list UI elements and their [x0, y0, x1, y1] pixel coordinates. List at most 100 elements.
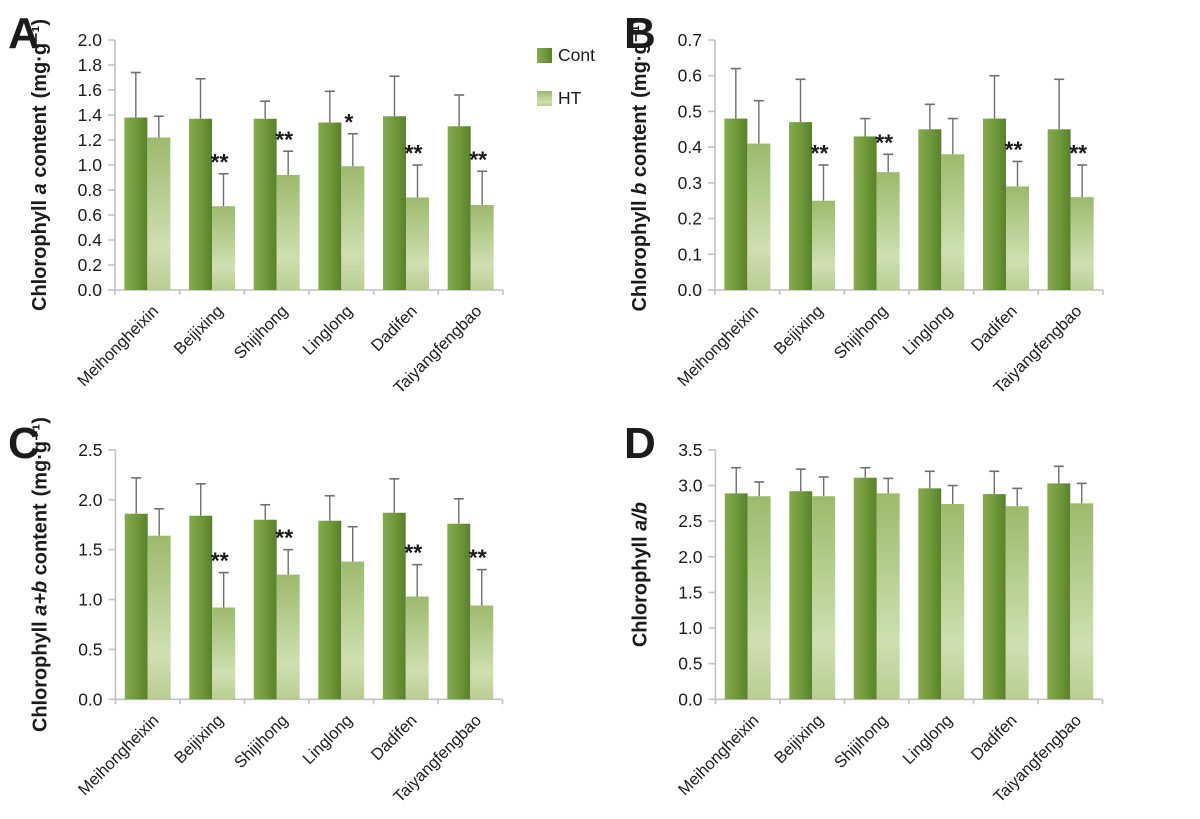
- bar-ht-beijixing: [212, 607, 236, 700]
- category-label-meihongheixin: Meihongheixin: [75, 711, 163, 799]
- y-tick-label: 1.8: [78, 55, 102, 75]
- category-label-shijihong: Shijihong: [231, 711, 292, 772]
- bar-ht-shijihong: [276, 574, 300, 700]
- bar-ht-beijixing: [812, 200, 835, 290]
- significance-marker-beijixing: **: [211, 548, 229, 574]
- bar-ht-meihongheixin: [147, 137, 171, 290]
- category-label-meihongheixin: Meihongheixin: [675, 711, 763, 799]
- bar-ht-taiyangfengbao: [1070, 503, 1094, 700]
- bar-ht-taiyangfengbao: [470, 205, 494, 290]
- bar-cont-taiyangfengbao: [1047, 483, 1071, 700]
- category-label-meihongheixin: Meihongheixin: [674, 302, 762, 390]
- bar-ht-taiyangfengbao: [1070, 197, 1094, 290]
- bar-ht-dadifen: [1005, 506, 1029, 700]
- y-axis-title: Chlorophyll a content(mg·g⁻¹): [29, 19, 51, 311]
- y-tick-label: 0.2: [678, 209, 702, 229]
- bar-cont-beijixing: [189, 515, 213, 700]
- bar-cont-meihongheixin: [724, 493, 748, 700]
- y-tick-label: 3.5: [678, 440, 702, 460]
- bar-ht-shijihong: [876, 493, 900, 700]
- bar-cont-shijihong: [853, 136, 877, 290]
- bar-cont-beijixing: [189, 118, 212, 290]
- y-tick-label: 0.5: [78, 639, 102, 659]
- bar-ht-dadifen: [406, 197, 429, 290]
- significance-marker-taiyangfengbao: **: [469, 545, 487, 571]
- bar-cont-dadifen: [383, 116, 406, 290]
- bar-ht-shijihong: [876, 172, 900, 290]
- chart-chlorophyll-a-b-ratio: 0.0 0.5 1.0 1.5 2.0 2.5 3.0 3.5 Chlorophyll a/b M…: [630, 440, 1104, 806]
- significance-marker-dadifen: **: [1005, 136, 1023, 162]
- bar-cont-meihongheixin: [124, 117, 148, 290]
- legend-swatch-cont-icon: [537, 48, 552, 63]
- bar-ht-linglong: [341, 166, 365, 290]
- chart-chlorophyll-a-content: 0.0 0.2 0.4 0.6 0.8 1.0 1.2 1.4 1.6 1.8 2.0 Chlorop…: [29, 19, 595, 397]
- y-tick-label: 0.3: [678, 173, 702, 193]
- bar-cont-meihongheixin: [124, 513, 148, 700]
- bar-cont-linglong: [318, 520, 342, 700]
- y-tick-label: 0.0: [678, 280, 703, 300]
- bar-ht-shijihong: [276, 175, 300, 290]
- significance-marker-beijixing: **: [811, 140, 829, 166]
- panel-c: C 0.0 0.5 1.0 1.5 2.0 2.5 Chlorophyll a+b cont…: [0, 410, 600, 819]
- significance-marker-taiyangfengbao: **: [469, 146, 487, 172]
- bar-cont-taiyangfengbao: [1047, 129, 1071, 290]
- y-tick-label: 0.5: [678, 101, 702, 121]
- y-tick-label: 1.5: [678, 582, 702, 602]
- bar-cont-meihongheixin: [724, 118, 748, 290]
- chart-chlorophyll-b-content: 0.0 0.1 0.2 0.3 0.4 0.5 0.6 0.7 Chlorophyll b co…: [629, 18, 1104, 397]
- panel-b: B 0.0 0.1 0.2 0.3 0.4 0.5 0.6 0.7 Chlorophyll b …: [600, 0, 1200, 410]
- category-label-linglong: Linglong: [899, 302, 956, 359]
- y-tick-label: 1.4: [78, 105, 103, 125]
- category-label-linglong: Linglong: [299, 711, 356, 768]
- bar-cont-linglong: [918, 129, 942, 290]
- y-tick-label: 0.0: [678, 689, 703, 709]
- y-tick-label: 1.0: [78, 590, 103, 610]
- significance-marker-shijihong: **: [275, 525, 293, 551]
- y-tick-label: 0.6: [78, 205, 102, 225]
- y-tick-label: 0.0: [78, 689, 103, 709]
- significance-marker-beijixing: **: [211, 149, 229, 175]
- bar-ht-linglong: [941, 504, 965, 700]
- significance-marker-dadifen: **: [405, 140, 423, 166]
- bar-cont-linglong: [918, 488, 942, 700]
- y-tick-label: 1.5: [78, 540, 102, 560]
- y-tick-label: 2.0: [678, 547, 703, 567]
- category-label-linglong: Linglong: [299, 302, 356, 359]
- y-tick-label: 0.4: [678, 137, 703, 157]
- panel-d: D 0.0 0.5 1.0 1.5 2.0 2.5 3.0 3.5 Chlorophyll a/…: [600, 410, 1200, 819]
- category-label-beijixing: Beijixing: [171, 711, 227, 767]
- legend-label-ht: HT: [558, 88, 582, 108]
- bar-cont-shijihong: [253, 118, 277, 290]
- category-label-shijihong: Shijihong: [231, 302, 292, 363]
- bar-cont-taiyangfengbao: [447, 126, 471, 290]
- y-axis-title: Chlorophyll a/b: [630, 502, 652, 647]
- legend: Cont HT: [537, 45, 595, 108]
- category-label-dadifen: Dadifen: [968, 302, 1021, 355]
- y-tick-label: 1.0: [78, 155, 103, 175]
- y-tick-label: 2.5: [78, 440, 102, 460]
- bar-ht-dadifen: [1006, 186, 1029, 290]
- bar-cont-dadifen: [382, 512, 406, 700]
- y-tick-label: 2.0: [78, 30, 103, 50]
- y-tick-label: 0.2: [78, 255, 102, 275]
- category-label-shijihong: Shijihong: [831, 302, 892, 363]
- y-tick-label: 0.1: [678, 244, 702, 264]
- y-axis-title: Chlorophyll a+b content(mg·g⁻¹): [30, 417, 52, 732]
- panel-label-d: D: [624, 419, 656, 468]
- significance-marker-dadifen: **: [404, 540, 422, 566]
- y-tick-label: 0.8: [78, 180, 102, 200]
- y-tick-label: 1.0: [678, 618, 703, 638]
- category-label-beijixing: Beijixing: [171, 302, 227, 358]
- bar-ht-meihongheixin: [747, 496, 771, 700]
- category-label-dadifen: Dadifen: [368, 302, 421, 355]
- bar-ht-taiyangfengbao: [470, 605, 494, 700]
- category-label-meihongheixin: Meihongheixin: [74, 302, 162, 390]
- legend-label-cont: Cont: [558, 45, 595, 65]
- y-tick-label: 0.0: [78, 280, 103, 300]
- bar-cont-dadifen: [983, 118, 1006, 290]
- category-label-beijixing: Beijixing: [771, 302, 827, 358]
- category-label-dadifen: Dadifen: [968, 711, 1021, 764]
- y-axis-title: Chlorophyll b content(mg·g⁻¹): [629, 18, 651, 311]
- panel-label-c: C: [8, 419, 40, 468]
